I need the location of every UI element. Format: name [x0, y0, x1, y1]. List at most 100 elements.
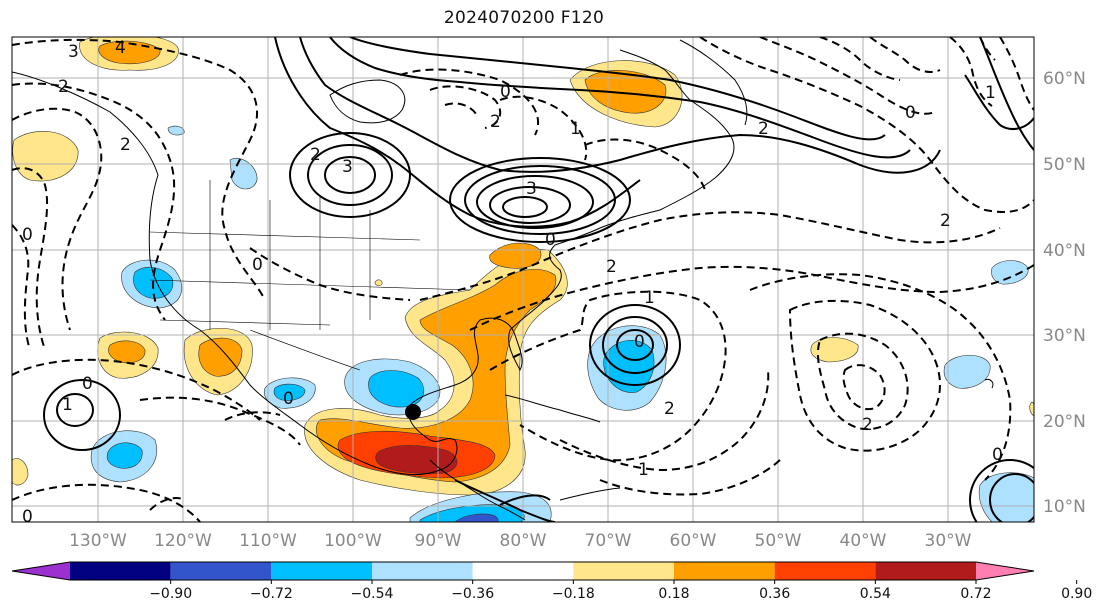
shade-positive-weak	[12, 458, 29, 486]
political-borders	[149, 180, 471, 371]
colorbar-extend-low	[12, 562, 70, 580]
shade-negative-weak	[978, 472, 1034, 522]
contour-label: 2	[940, 211, 951, 231]
latitude-label: 10°N	[1043, 497, 1086, 517]
shade-positive-weak	[810, 337, 859, 363]
hudson-bay-coast	[329, 79, 406, 124]
shade-negative-moderate	[106, 442, 143, 469]
caribbean-islands	[504, 394, 601, 423]
colorbar-tick-label: 0.18	[658, 586, 689, 602]
contour-label: 2	[862, 415, 873, 435]
contour-label: 1	[638, 460, 649, 480]
longitude-label: 80°W	[500, 531, 547, 551]
longitude-label: 90°W	[415, 531, 462, 551]
shade-negative-weak	[991, 260, 1029, 285]
longitude-label: 100°W	[324, 531, 382, 551]
latitude-label: 40°N	[1043, 241, 1086, 261]
colorbar-outline	[11, 561, 1035, 581]
contour-label: 2	[664, 399, 675, 419]
shade-negative-moderate	[273, 383, 306, 401]
longitude-label: 50°W	[755, 531, 802, 551]
colorbar-tick-label: 0.90	[1061, 586, 1092, 602]
shade-positive-moderate	[108, 340, 146, 364]
contour-label: 0	[905, 103, 916, 123]
contour-label: 2	[490, 112, 501, 132]
colorbar-tick-label: −0.72	[250, 586, 293, 602]
contour-label: 0	[992, 445, 1003, 465]
contour-label: 1	[62, 395, 73, 415]
colorbar-segment	[472, 562, 574, 580]
colorbar-segment	[372, 562, 473, 580]
central-america-coast	[429, 459, 526, 521]
longitude-labels: 130°W 120°W 110°W 100°W 90°W 80°W 70°W 6…	[69, 531, 972, 551]
longitude-label: 130°W	[69, 531, 127, 551]
latitude-label: 20°N	[1043, 412, 1086, 432]
colorbar-segment	[674, 562, 775, 580]
colorbar-segment	[170, 562, 272, 580]
contour-label: 0	[545, 230, 556, 250]
shade-negative-weak	[943, 354, 991, 389]
contour-label: 4	[115, 38, 126, 58]
map-frame	[11, 36, 1035, 523]
shade-positive-moderate	[198, 337, 243, 377]
contour-label: 2	[120, 135, 131, 155]
contour-label: 0	[500, 82, 511, 102]
contour-label: 0	[283, 389, 294, 409]
colorbar-segment	[271, 562, 372, 580]
storm-center-marker	[405, 404, 421, 420]
contour-label: 0	[82, 374, 93, 394]
latitude-label: 60°N	[1043, 69, 1086, 89]
longitude-label: 30°W	[925, 531, 972, 551]
contour-label: 2	[58, 77, 69, 97]
longitude-label: 120°W	[154, 531, 212, 551]
greenland-coast	[679, 39, 748, 126]
colorbar-segment	[573, 562, 674, 580]
colorbar-tick-label: −0.54	[351, 586, 394, 602]
shade-negative-moderate	[603, 340, 655, 393]
colorbar-extend-high	[976, 562, 1034, 580]
colorbar-tick-label: 0.54	[860, 586, 891, 602]
contour-label: 1	[644, 288, 655, 308]
longitude-label: 60°W	[670, 531, 717, 551]
contour-label: 0	[634, 332, 645, 352]
contour-label: 3	[526, 179, 537, 199]
contour-label: 3	[68, 42, 79, 62]
contour-label: 0	[252, 255, 263, 275]
contour-label: 2	[758, 119, 769, 139]
contour-labels: 4 3 2 2 0 0 1 2 3 3 0 2 0 1 0 2 1 0 0 2 …	[22, 38, 1003, 527]
latitude-label: 50°N	[1043, 155, 1086, 175]
shade-positive-weak	[1029, 401, 1034, 417]
longitude-label: 40°W	[840, 531, 887, 551]
latitude-labels: 60°N 50°N 40°N 30°N 20°N 10°N	[1043, 69, 1086, 517]
colorbar-tick-label: 0.36	[759, 586, 790, 602]
colorbar-tick-label: −0.36	[451, 586, 494, 602]
colorbar-segment	[70, 562, 171, 580]
colorbar-segment	[875, 562, 976, 580]
contour-label: 0	[22, 225, 33, 245]
south-america-coast	[559, 487, 621, 501]
colorbar-tick-label: −0.90	[149, 586, 192, 602]
latitude-label: 30°N	[1043, 326, 1086, 346]
map-title: 2024070200 F120	[443, 8, 605, 28]
coastlines	[12, 39, 994, 521]
longitude-label: 110°W	[239, 531, 297, 551]
contours-negative	[12, 37, 1034, 522]
longitude-label: 70°W	[585, 531, 632, 551]
colorbar-segment	[774, 562, 876, 580]
africa-coast	[984, 379, 994, 389]
colorbar-tick-label: 0.72	[960, 586, 991, 602]
contour-label: 2	[310, 145, 321, 165]
colorbar-tick-label: −0.18	[552, 586, 595, 602]
north-america-coast	[12, 49, 735, 475]
shade-positive-moderate	[584, 70, 667, 114]
contour-label: 2	[606, 257, 617, 277]
shade-positive-moderate	[315, 269, 557, 483]
contours-positive	[43, 37, 1034, 522]
contour-label: 1	[985, 83, 996, 103]
contour-label: 0	[22, 507, 33, 527]
shade-positive-weak	[374, 279, 383, 287]
contour-label: 3	[342, 157, 353, 177]
colorbar: −0.90 −0.72 −0.54 −0.36 −0.18 0.18 0.36 0.54 0.7…	[11, 561, 1092, 602]
shade-negative-weak	[167, 125, 185, 136]
